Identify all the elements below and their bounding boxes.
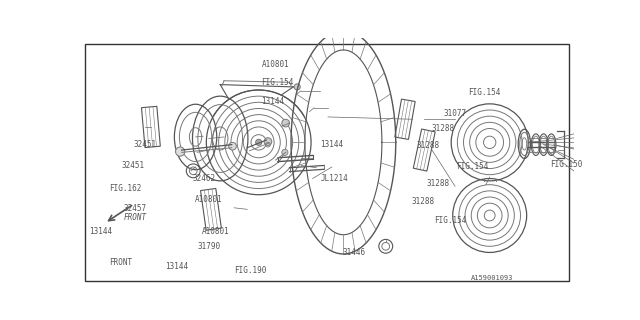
Circle shape [282,119,289,127]
Circle shape [282,149,288,156]
Text: FIG.190: FIG.190 [234,266,267,275]
Text: A159001093: A159001093 [471,275,513,281]
Text: A10801: A10801 [202,227,230,236]
Circle shape [255,139,262,145]
Text: 13144: 13144 [262,97,285,106]
Text: 31077: 31077 [444,109,467,118]
Text: FRONT: FRONT [109,258,132,267]
Text: 13144: 13144 [321,140,344,149]
Text: 32451: 32451 [133,140,156,149]
Circle shape [175,147,185,156]
Text: A10801: A10801 [262,60,289,69]
Text: 32457: 32457 [124,204,147,213]
Circle shape [264,138,272,145]
Text: FIG.154: FIG.154 [262,78,294,87]
Circle shape [294,84,300,90]
Text: FIG.150: FIG.150 [550,160,582,169]
Text: 32462: 32462 [193,174,216,183]
Text: FIG.154: FIG.154 [468,88,501,97]
Text: 31288: 31288 [417,141,440,150]
Text: 31288: 31288 [431,124,454,133]
Text: FRONT: FRONT [124,212,147,221]
Text: 31446: 31446 [343,248,366,257]
Text: A10801: A10801 [195,195,223,204]
Text: 13144: 13144 [89,227,112,236]
Text: 31288: 31288 [427,179,450,188]
Text: JL1214: JL1214 [321,174,348,183]
Circle shape [228,142,236,150]
Text: 31288: 31288 [412,196,435,205]
Text: 31790: 31790 [197,242,221,251]
Text: 13144: 13144 [165,262,189,271]
Text: FIG.154: FIG.154 [434,216,467,225]
Text: FIG.162: FIG.162 [109,184,141,193]
Text: 32451: 32451 [121,161,144,170]
Text: FIG.154: FIG.154 [456,162,488,171]
